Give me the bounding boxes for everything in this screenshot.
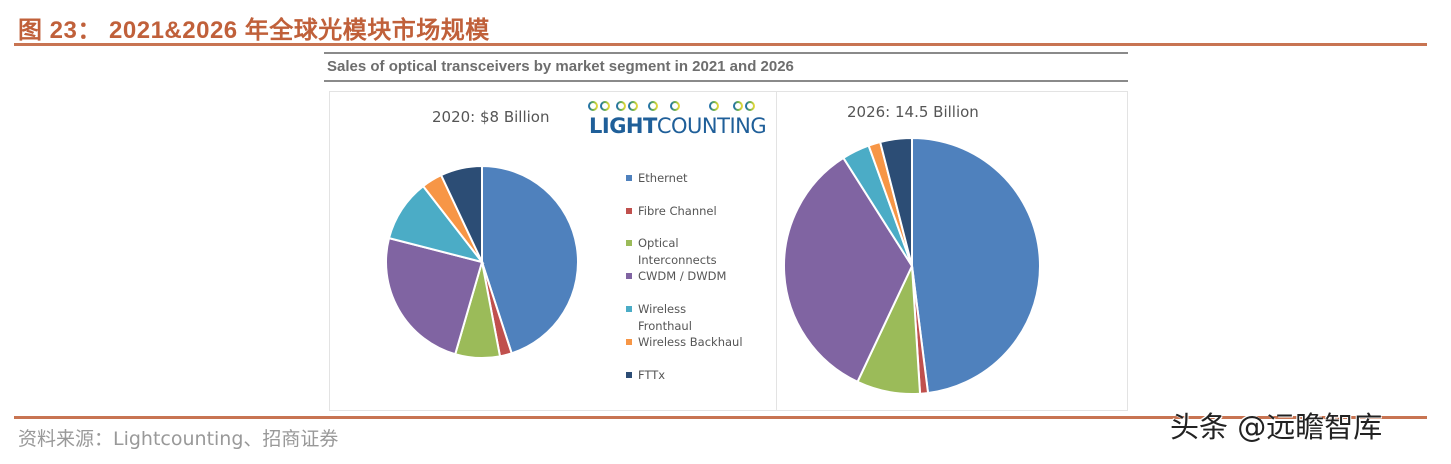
legend-label: Wireless Backhaul — [638, 335, 743, 349]
legend-swatch — [626, 175, 632, 181]
pie-slice-ethernet — [911, 136, 1041, 395]
logo-circuit-icon — [585, 101, 761, 111]
pie-slice-ethernet — [481, 164, 579, 355]
pie-slice-cwdm-dwdm — [385, 236, 484, 356]
legend-swatch — [626, 372, 632, 378]
chart-subtitle-bar: Sales of optical transceivers by market … — [324, 52, 1128, 82]
pie-2020 — [385, 164, 579, 359]
watermark: 头条 @远瞻智库 — [1170, 410, 1383, 444]
pie-2026 — [783, 136, 1041, 395]
footer-divider — [14, 416, 1427, 419]
legend-swatch — [626, 339, 632, 345]
title-divider — [14, 43, 1427, 46]
legend-swatch — [626, 208, 632, 214]
logo-text-regular: COUNTING — [656, 114, 767, 138]
legend-swatch — [626, 306, 632, 312]
pie-title-2020: 2020: $8 Billion — [432, 108, 550, 126]
chart-subtitle: Sales of optical transceivers by market … — [327, 58, 794, 75]
legend-label: CWDM / DWDM — [638, 269, 727, 283]
legend-label: Fibre Channel — [638, 204, 717, 218]
figure-title: 图 23： 2021&2026 年全球光模块市场规模 — [18, 17, 490, 44]
pie-slice-fttx — [878, 136, 913, 267]
legend-label: FTTx — [638, 368, 666, 382]
legend-swatch — [626, 240, 632, 246]
pie-title-2026: 2026: 14.5 Billion — [847, 103, 979, 121]
lightcounting-logo: LIGHTCOUNTING — [583, 96, 767, 142]
logo-wordmark: LIGHTCOUNTING — [589, 114, 767, 138]
legend-swatch — [626, 273, 632, 279]
legend-label: Optical Interconnects — [638, 236, 717, 267]
logo-text-bold: LIGHT — [589, 114, 657, 138]
legend-label: Ethernet — [638, 171, 688, 185]
source-note: 资料来源：Lightcounting、招商证券 — [18, 428, 339, 450]
legend-label: Wireless Fronthaul — [638, 302, 692, 333]
pie-slice-fttx — [439, 164, 483, 263]
pie-slice-cwdm-dwdm — [783, 156, 914, 384]
